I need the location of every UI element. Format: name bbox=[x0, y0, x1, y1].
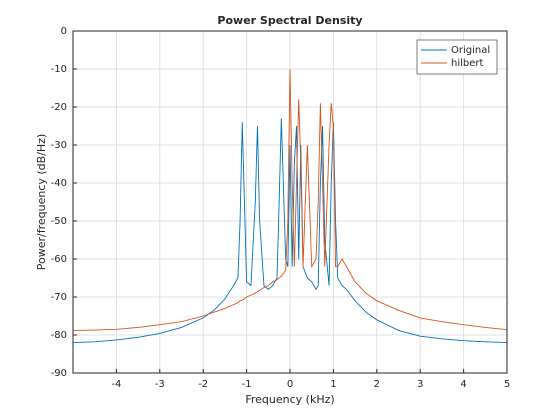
chart-title: Power Spectral Density bbox=[217, 14, 362, 27]
y-tick-label: -90 bbox=[51, 368, 67, 379]
series-line bbox=[72, 118, 508, 344]
x-tick-label: -2 bbox=[198, 379, 208, 390]
y-tick-label: -70 bbox=[51, 292, 67, 303]
y-axis-label: Power/frequency (dB/Hz) bbox=[35, 134, 48, 271]
y-tick-label: -20 bbox=[51, 102, 67, 113]
x-tick-label: 2 bbox=[374, 379, 380, 390]
y-tick-label: -40 bbox=[51, 178, 67, 189]
y-tick-label: -60 bbox=[51, 254, 67, 265]
legend-label: hilbert bbox=[451, 58, 484, 69]
y-tick-label: -50 bbox=[51, 216, 67, 227]
legend-label: Original bbox=[451, 45, 490, 56]
plot-frame bbox=[72, 30, 508, 374]
x-tick-label: 0 bbox=[287, 379, 293, 390]
x-tick-label: 5 bbox=[504, 379, 510, 390]
x-tick-label: -1 bbox=[242, 379, 252, 390]
x-tick-label: 4 bbox=[460, 379, 466, 390]
x-axis-label: Frequency (kHz) bbox=[245, 393, 334, 406]
y-tick-label: -30 bbox=[51, 140, 67, 151]
x-tick-label: 3 bbox=[417, 379, 423, 390]
y-tick-label: 0 bbox=[61, 26, 67, 37]
x-tick-label: -3 bbox=[155, 379, 165, 390]
y-tick-label: -10 bbox=[51, 64, 67, 75]
x-tick-label: -4 bbox=[111, 379, 121, 390]
y-tick-label: -80 bbox=[51, 330, 67, 341]
series-line bbox=[72, 68, 508, 331]
x-tick-label: 1 bbox=[330, 379, 336, 390]
legend-box bbox=[416, 39, 498, 75]
